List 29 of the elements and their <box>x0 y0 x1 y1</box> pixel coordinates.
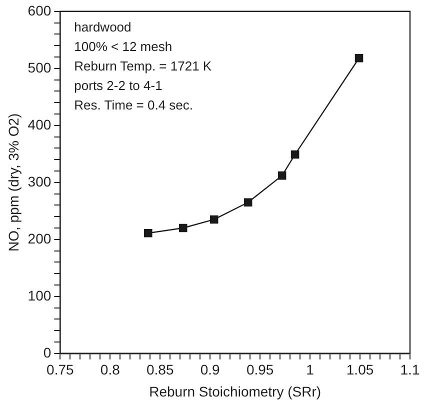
y-axis-title: NO, ppm (dry, 3% O2) <box>5 113 22 252</box>
x-tick-label: 0.95 <box>246 362 274 378</box>
y-tick-label: 200 <box>28 230 52 246</box>
y-tick-label: 400 <box>28 116 52 132</box>
y-tick-label: 500 <box>28 59 52 76</box>
annotation: Res. Time = 0.4 sec. <box>74 97 194 112</box>
annotation: ports 2-2 to 4-1 <box>74 78 162 93</box>
annotation: hardwood <box>74 19 132 34</box>
x-tick-label: 1.05 <box>346 362 374 378</box>
point <box>210 215 218 224</box>
x-tick-label: 0.8 <box>100 362 120 378</box>
annotation: Reburn Temp. = 1721 K <box>74 58 212 74</box>
x-tick-label: 0.85 <box>146 362 174 378</box>
x-tick-label: 1.1 <box>400 362 420 378</box>
y-tick-label: 0 <box>43 344 52 360</box>
point <box>244 198 252 206</box>
y-tick-label: 600 <box>28 2 52 18</box>
y-tick-label: 100 <box>28 287 52 304</box>
point <box>290 150 300 159</box>
y-tick-label: 300 <box>28 173 52 190</box>
point <box>144 228 152 238</box>
annotation: 100% < 12 mesh <box>74 38 172 54</box>
point <box>278 171 286 180</box>
point <box>178 224 188 232</box>
x-tick-label: 0.9 <box>200 362 220 378</box>
x-tick-label: 0.75 <box>46 362 74 378</box>
x-axis-title: Reburn Stoichiometry (SRr) <box>149 383 322 400</box>
point <box>354 54 364 62</box>
x-tick-label: 1 <box>306 362 314 378</box>
